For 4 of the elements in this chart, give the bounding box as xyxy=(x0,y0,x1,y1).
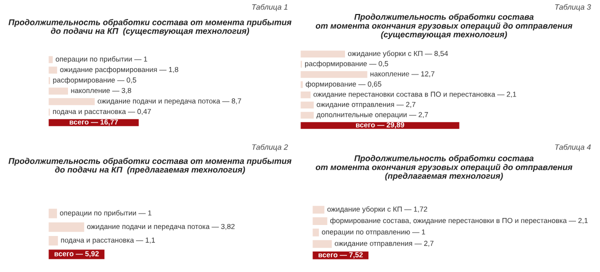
chart-title: Продолжительность обработки состава от момента прибытия до подачи на КП (существующая технология) xyxy=(8,19,292,36)
chart-title: Продолжительность обработки состава от момента окончания грузовых операций до отправления (существующая технология) xyxy=(316,14,572,40)
text: Продолжительность обработки состава от момента окончания грузовых операций до отправления (предлагаемая технология) xyxy=(316,155,572,180)
text: Продолжительность обработки состава от момента прибытия до подачи на КП (предлагаемая технология) xyxy=(8,158,292,174)
